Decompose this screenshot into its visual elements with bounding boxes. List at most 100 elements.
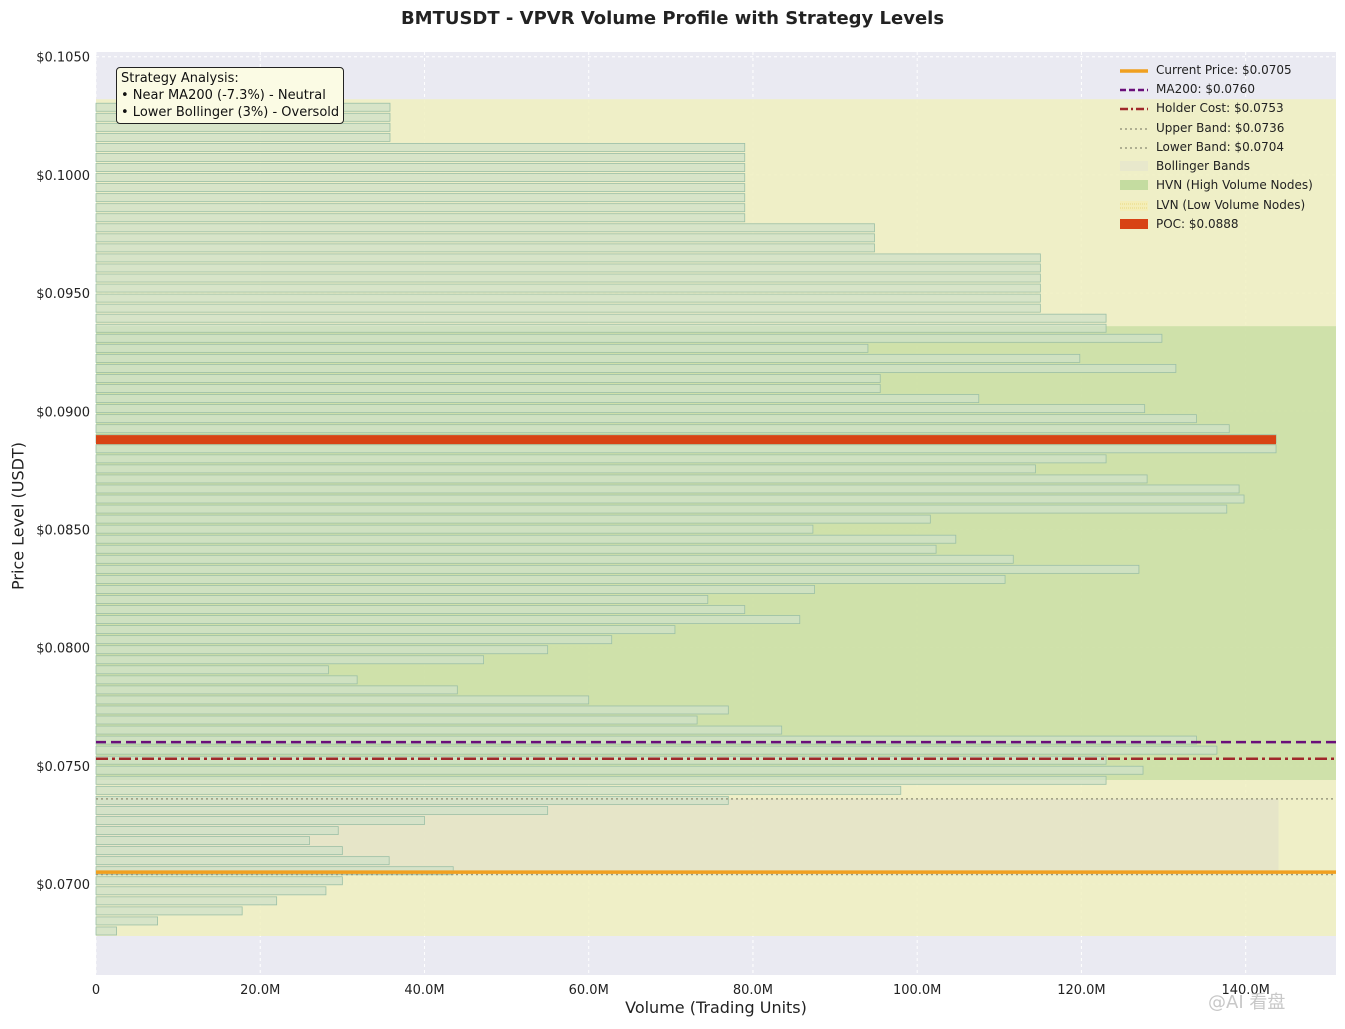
strategy-annotation: Strategy Analysis: • Near MA200 (-7.3%) … <box>116 67 345 124</box>
volume-bar <box>95 333 1163 343</box>
legend-item: MA200: $0.0760 <box>1120 79 1313 98</box>
volume-bar <box>95 836 310 845</box>
volume-bar <box>95 203 746 213</box>
volume-bar <box>95 755 1107 765</box>
volume-bar <box>95 353 1081 363</box>
volume-bar <box>95 745 1218 755</box>
y-tick-label: $0.0850 <box>36 523 90 538</box>
volume-bar <box>95 615 801 624</box>
y-tick-label: $0.0750 <box>36 760 90 775</box>
volume-bar <box>95 806 549 815</box>
volume-bar <box>95 193 746 203</box>
legend-swatch <box>1120 65 1148 75</box>
volume-bar <box>95 816 425 825</box>
volume-bar <box>95 725 783 735</box>
volume-bar <box>95 635 613 645</box>
volume-bar <box>95 514 931 524</box>
legend-item: HVN (High Volume Nodes) <box>1120 176 1313 195</box>
legend-item: POC: $0.0888 <box>1120 214 1313 233</box>
x-tick-label: 0 <box>92 983 100 998</box>
x-tick-label: 20.0M <box>240 983 280 998</box>
y-tick-label: $0.1000 <box>36 169 90 184</box>
volume-bar <box>95 253 1041 263</box>
volume-bar <box>95 283 1041 293</box>
y-tick-label: $0.0900 <box>36 405 90 420</box>
volume-bar <box>95 374 881 383</box>
legend-swatch <box>1120 161 1148 172</box>
legend-item: Holder Cost: $0.0753 <box>1120 99 1313 118</box>
volume-bar <box>95 524 814 534</box>
volume-bar <box>95 906 243 916</box>
volume-bar <box>95 665 329 675</box>
volume-bar <box>95 384 881 393</box>
volume-bar <box>95 484 1240 494</box>
volume-bar <box>95 685 458 695</box>
legend-item: Upper Band: $0.0736 <box>1120 118 1313 137</box>
volume-bar <box>95 564 1140 574</box>
volume-bar <box>95 896 278 906</box>
volume-bar <box>95 826 339 835</box>
legend-item: LVN (Low Volume Nodes) <box>1120 195 1313 214</box>
y-tick-label: $0.0700 <box>36 878 90 893</box>
volume-bar <box>95 303 1041 313</box>
volume-bar <box>95 876 343 886</box>
volume-bar <box>95 464 1036 474</box>
volume-bar <box>95 132 391 142</box>
x-tick-label: 60.0M <box>569 983 609 998</box>
volume-bar <box>95 916 158 926</box>
volume-bar <box>95 585 815 594</box>
volume-bar <box>95 544 937 554</box>
volume-bar <box>95 715 698 725</box>
volume-bar <box>95 675 358 685</box>
x-axis-label: Volume (Trading Units) <box>625 998 807 1017</box>
volume-bar <box>95 293 1041 303</box>
volume-bar <box>95 424 1230 434</box>
watermark-text: @AI 看盘 <box>1208 992 1286 1013</box>
legend-item: Lower Band: $0.0704 <box>1120 137 1313 156</box>
volume-bar <box>95 163 746 172</box>
volume-bar <box>95 926 117 936</box>
annotation-line: • Near MA200 (-7.3%) - Neutral <box>121 88 326 103</box>
y-tick-label: $0.0800 <box>36 642 90 657</box>
legend-label: Upper Band: $0.0736 <box>1156 120 1285 135</box>
volume-bar <box>95 625 676 635</box>
volume-bar <box>95 695 590 705</box>
volume-bar <box>95 765 1144 775</box>
legend-swatch <box>1120 200 1148 211</box>
legend-item: Current Price: $0.0705 <box>1120 60 1313 79</box>
volume-bar <box>95 735 1197 745</box>
volume-bar <box>95 404 1146 414</box>
volume-bar <box>95 846 343 856</box>
poc-bar <box>96 435 1277 445</box>
chart-legend: Current Price: $0.0705 MA200: $0.0760 Hold… <box>1120 60 1313 234</box>
volume-bar <box>95 454 1107 464</box>
x-tick-label: 140.0M <box>1221 983 1269 998</box>
legend-label: Holder Cost: $0.0753 <box>1156 101 1284 116</box>
volume-bar <box>95 474 1148 484</box>
volume-bar <box>95 444 1277 454</box>
legend-label: Lower Band: $0.0704 <box>1156 139 1285 154</box>
x-tick-label: 40.0M <box>404 983 444 998</box>
volume-bar <box>95 143 746 152</box>
y-tick-label: $0.0950 <box>36 287 90 302</box>
volume-bar <box>95 534 957 544</box>
legend-swatch <box>1120 219 1148 230</box>
volume-bar <box>95 775 1107 785</box>
volume-bar <box>95 313 1107 323</box>
volume-bar <box>95 263 1041 273</box>
legend-item: Bollinger Bands <box>1120 156 1313 175</box>
x-tick-label: 120.0M <box>1057 983 1105 998</box>
volume-bar <box>95 785 902 795</box>
y-tick-label: $0.1050 <box>36 51 90 66</box>
volume-bar <box>95 243 875 253</box>
x-tick-label: 100.0M <box>893 983 941 998</box>
volume-bar <box>95 173 746 182</box>
legend-swatch <box>1120 103 1148 113</box>
volume-bar <box>95 504 1228 514</box>
volume-bar <box>95 364 1177 373</box>
legend-swatch <box>1120 142 1148 152</box>
volume-bar <box>95 886 327 896</box>
volume-bar <box>95 394 980 403</box>
volume-bar <box>95 153 746 162</box>
legend-label: Bollinger Bands <box>1156 159 1250 174</box>
